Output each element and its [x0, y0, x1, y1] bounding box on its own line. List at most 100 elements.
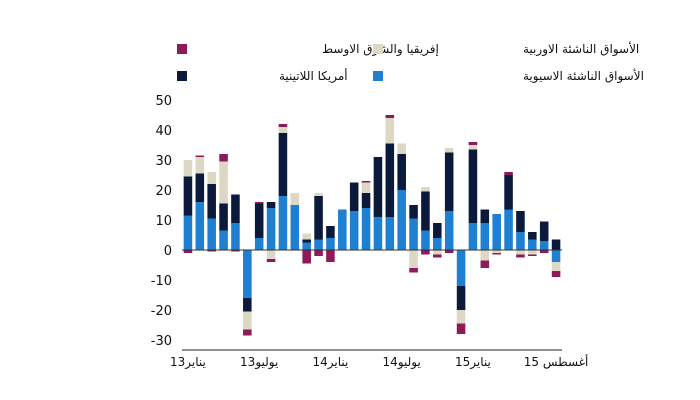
bar-segment-mea — [266, 259, 276, 262]
legend-label-europe: الأسواق الناشئة الاوربية — [523, 41, 639, 57]
bar-segment-asia — [373, 217, 383, 250]
bar-segment-asia — [385, 217, 395, 250]
bar-segment-europe — [278, 127, 288, 133]
bar-segment-asia — [551, 250, 561, 262]
bar-segment-latam — [349, 182, 359, 211]
bar-segment-mea — [326, 250, 335, 262]
bar-segment-mea — [492, 253, 501, 255]
bar-segment-asia — [444, 211, 454, 250]
legend-swatch-asia — [373, 71, 383, 81]
bar-segment-latam — [195, 173, 205, 202]
bar-segment-europe — [243, 311, 252, 330]
bar-segment-europe — [528, 250, 537, 255]
bar-segment-asia — [504, 209, 513, 250]
bar-segment-mea — [302, 250, 311, 264]
bar-segment-mea — [385, 115, 395, 118]
bar-segment-latam — [314, 196, 323, 240]
y-tick-label: 0 — [164, 244, 172, 259]
bar-segment-latam — [433, 223, 442, 238]
bar-segment-latam — [551, 239, 561, 250]
bar-segment-europe — [266, 250, 276, 259]
bar-segment-asia — [539, 241, 549, 250]
bar-segment-latam — [302, 239, 311, 243]
y-axis: 50 40 30 20 10 0 -10 -20 -30 — [151, 94, 172, 349]
bar-segment-mea — [468, 142, 478, 145]
bar-segment-mea — [528, 254, 537, 256]
bar-segment-europe — [207, 172, 216, 184]
bar-segment-latam — [266, 202, 276, 208]
bar-segment-europe — [456, 310, 466, 324]
bar-segment-europe — [551, 262, 561, 271]
bar-segment-europe — [397, 143, 406, 154]
legend: إفريقيا والشرق الاوسط الأسواق الناشئة ال… — [177, 41, 644, 84]
bar-segment-europe — [219, 161, 228, 204]
y-tick-label: 30 — [155, 154, 172, 169]
bar-segment-latam — [409, 205, 418, 219]
bar-segment-latam — [243, 298, 252, 312]
bar-segment-europe — [492, 250, 501, 253]
bar-segment-mea — [551, 271, 561, 277]
bar-segment-latam — [278, 133, 288, 196]
bar-segment-asia — [314, 239, 323, 250]
bar-segment-mea — [219, 154, 228, 162]
bar-segment-latam — [539, 221, 549, 241]
bar-segment-latam — [183, 176, 193, 216]
bar-segment-mea — [456, 323, 466, 334]
bar-segment-asia — [528, 239, 537, 250]
bar-segment-asia — [421, 230, 430, 250]
bar-segment-asia — [266, 208, 276, 250]
bar-segment-mea — [314, 250, 323, 256]
bar-segment-latam — [397, 154, 406, 190]
bar-segment-mea — [231, 250, 240, 252]
bar-segment-asia — [338, 209, 347, 250]
bar-segment-asia — [219, 230, 228, 250]
x-tick-label: يوليو13 — [240, 355, 278, 370]
bar-segment-asia — [254, 238, 264, 250]
y-tick-label: -30 — [151, 334, 172, 349]
y-tick-label: 20 — [155, 184, 172, 199]
bar-segment-latam — [385, 143, 395, 217]
bar-segment-mea — [243, 329, 252, 336]
bar-segment-latam — [516, 211, 525, 232]
bar-segment-latam — [528, 232, 537, 240]
legend-label-asia: الأسواق الناشئة الاسيوية — [523, 68, 644, 84]
bar-segment-asia — [516, 232, 525, 250]
bar-segment-mea — [504, 172, 513, 175]
bar-segment-mea — [444, 250, 454, 253]
bar-segment-latam — [326, 226, 335, 238]
bar-segment-asia — [195, 202, 205, 250]
bar-segment-latam — [219, 203, 228, 231]
y-tick-label: 40 — [155, 124, 172, 139]
bar-segment-asia — [207, 218, 216, 250]
bar-segment-mea — [361, 181, 371, 183]
bar-segment-asia — [183, 215, 193, 250]
x-tick-label: يوليو14 — [383, 355, 421, 370]
bar-segment-europe — [468, 145, 478, 150]
bar-segment-asia — [278, 196, 288, 250]
bar-segment-asia — [480, 223, 490, 250]
bar-segment-latam — [421, 191, 430, 231]
bar-segment-asia — [302, 242, 311, 250]
bar-segment-europe — [409, 250, 418, 268]
y-tick-label: -10 — [151, 274, 172, 289]
bar-segment-europe — [385, 118, 395, 144]
legend-swatch-europe — [373, 44, 383, 54]
bar-segment-latam — [231, 194, 240, 223]
bar-segment-asia — [468, 223, 478, 250]
bar-segment-latam — [504, 175, 513, 210]
bars — [183, 115, 561, 336]
bar-segment-mea — [278, 124, 288, 127]
bar-segment-asia — [290, 205, 300, 250]
bar-segment-asia — [349, 211, 359, 250]
x-tick-label: يناير13 — [170, 355, 206, 370]
bar-segment-asia — [409, 218, 418, 250]
y-tick-label: -20 — [151, 304, 172, 319]
y-tick-label: 10 — [155, 214, 172, 229]
bar-segment-latam — [468, 149, 478, 223]
bar-segment-mea — [409, 268, 418, 273]
bar-segment-mea — [539, 250, 549, 253]
bar-segment-asia — [243, 250, 252, 298]
bar-segment-europe — [302, 233, 311, 240]
bar-segment-asia — [326, 238, 335, 250]
